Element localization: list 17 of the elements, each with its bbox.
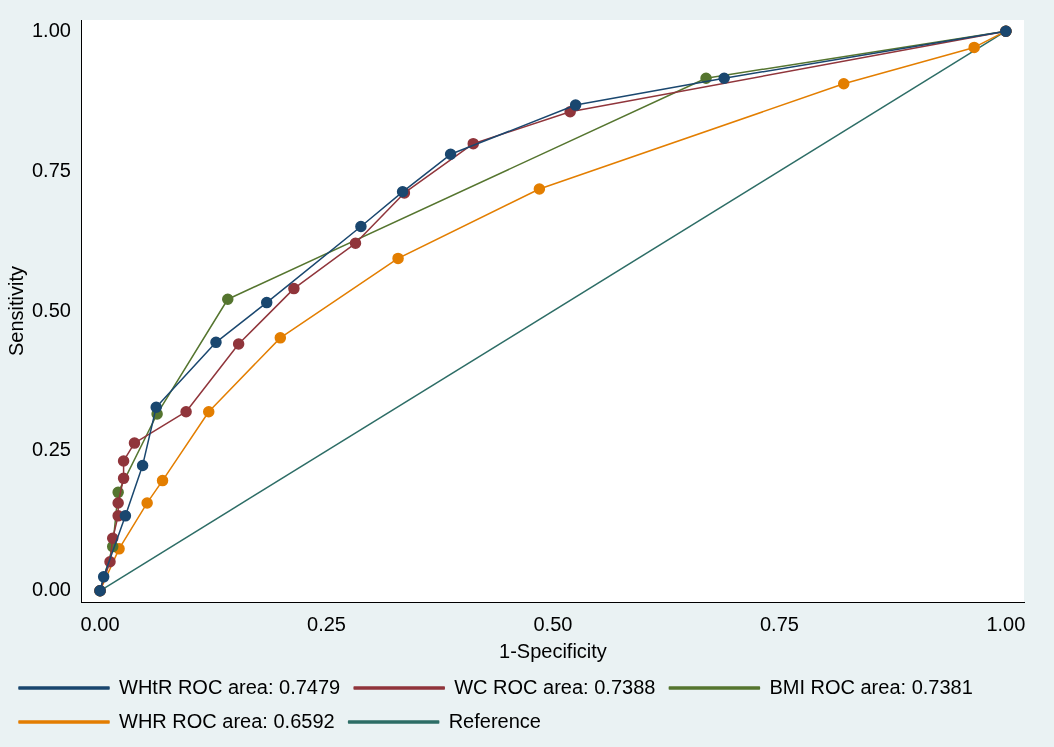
- y-tick-label: 1.00: [31, 18, 71, 41]
- legend-label: Reference: [448, 709, 541, 732]
- x-axis-title: 1-Specificity: [499, 639, 607, 662]
- x-tick-label: 0.75: [759, 612, 799, 635]
- y-tick-label: 0.50: [31, 298, 71, 321]
- y-axis-title: Sensitivity: [4, 265, 27, 357]
- x-tick-label: 0.00: [80, 612, 120, 635]
- y-tick-label: 0.25: [31, 438, 71, 461]
- legend-label: WC ROC area: 0.7388: [454, 675, 656, 698]
- y-tick-label: 0.75: [31, 158, 71, 181]
- legend-label: WHR ROC area: 0.6592: [119, 709, 335, 732]
- x-tick-label: 1.00: [986, 612, 1026, 635]
- y-tick-label: 0.00: [31, 578, 71, 601]
- legend-label: WHtR ROC area: 0.7479: [119, 675, 341, 698]
- legend-label: BMI ROC area: 0.7381: [769, 675, 973, 698]
- x-tick-label: 0.50: [533, 612, 573, 635]
- x-tick-label: 0.25: [307, 612, 346, 635]
